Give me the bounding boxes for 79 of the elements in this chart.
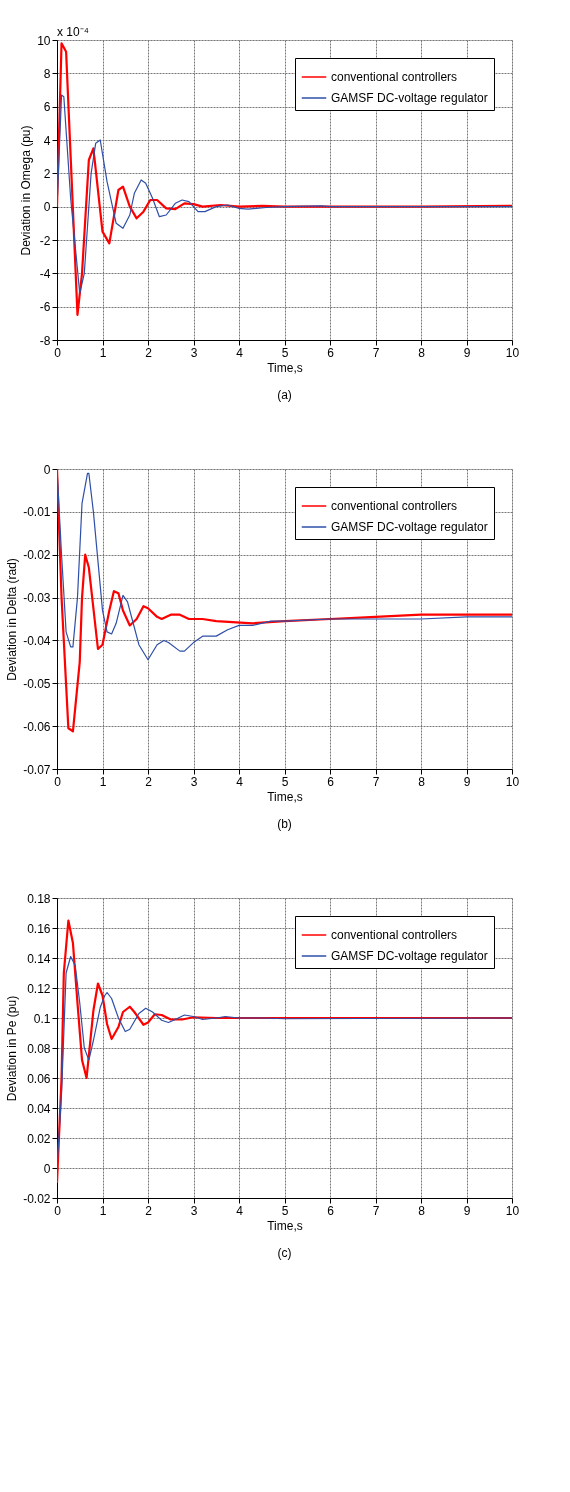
x-tick-label: 9: [463, 345, 471, 360]
text: (a): [277, 388, 292, 402]
x-tick-label: 10: [505, 1203, 520, 1218]
y-tick-label: -0.02: [23, 1191, 51, 1206]
x-tick-label: 6: [327, 774, 335, 789]
x-tick-label: 8: [418, 345, 426, 360]
x-tick-label: 5: [281, 345, 289, 360]
y-tick-label: 0.08: [27, 1041, 51, 1056]
y-tick-label: 0.06: [27, 1071, 51, 1086]
y-tick-label: 0.14: [27, 951, 51, 966]
y-tick-label: -0.05: [23, 676, 51, 691]
legend-label: conventional controllers: [331, 928, 458, 942]
x-tick-label: 9: [463, 774, 471, 789]
y-axis-title: Deviation in Omega (pu): [19, 125, 34, 256]
x-tick-label: 3: [190, 774, 198, 789]
y-tick-label: -4: [39, 266, 51, 281]
y-tick-label: 0.16: [27, 921, 51, 936]
x-tick-label: 1: [99, 1203, 107, 1218]
y-axis-title: Deviation in Pe (pu): [5, 995, 20, 1102]
y-tick-label: -0.07: [23, 762, 51, 777]
x-tick-label: 9: [463, 1203, 471, 1218]
y-tick-label: 0.04: [27, 1101, 51, 1116]
y-tick-label: 0: [43, 462, 51, 477]
x-tick-label: 6: [327, 1203, 335, 1218]
x-tick-label: 0: [54, 1203, 62, 1218]
y-tick-label: -0.02: [23, 548, 51, 563]
x-tick-label: 8: [418, 774, 426, 789]
y-tick-label: -0.06: [23, 719, 51, 734]
text: (c): [277, 1246, 292, 1260]
x-tick-label: 6: [327, 345, 335, 360]
y-tick-label: 6: [43, 100, 51, 115]
y-tick-label: 0: [43, 1161, 51, 1176]
x-tick-label: 1: [99, 345, 107, 360]
legend-label: conventional controllers: [331, 70, 458, 84]
x-tick-label: 3: [190, 345, 198, 360]
x-axis-title: Time,s: [267, 789, 303, 804]
x-tick-label: 10: [505, 345, 520, 360]
x-tick-label: 3: [190, 1203, 198, 1218]
text: (b): [277, 817, 292, 831]
y-tick-label: -0.03: [23, 591, 51, 606]
y-tick-label: -2: [39, 233, 51, 248]
x-tick-label: 10: [505, 774, 520, 789]
x-tick-label: 4: [236, 1203, 244, 1218]
x-tick-label: 2: [145, 774, 153, 789]
x-tick-label: 0: [54, 345, 62, 360]
legend-label: GAMSF DC-voltage regulator: [331, 520, 488, 534]
x-tick-label: 5: [281, 1203, 289, 1218]
y-tick-label: 8: [43, 66, 51, 81]
x-tick-label: 0: [54, 774, 62, 789]
y-tick-label: -6: [39, 300, 51, 315]
y-tick-label: 0: [43, 200, 51, 215]
x-tick-label: 8: [418, 1203, 426, 1218]
legend-label: GAMSF DC-voltage regulator: [331, 949, 488, 963]
y-tick-label: 0.18: [27, 891, 51, 906]
x-tick-label: 2: [145, 1203, 153, 1218]
y-tick-label: 2: [43, 166, 51, 181]
line-series: [57, 94, 512, 294]
x-tick-label: 1: [99, 774, 107, 789]
x-tick-label: 7: [372, 345, 380, 360]
y-tick-label: -0.04: [23, 633, 51, 648]
x-tick-label: 2: [145, 345, 153, 360]
y-axis-title: Deviation in Delta (rad): [5, 558, 20, 681]
y-tick-label: 0.02: [27, 1131, 51, 1146]
y-tick-label: 0.12: [27, 981, 51, 996]
y-tick-label: -8: [39, 333, 51, 348]
y-tick-label: 10: [37, 33, 51, 48]
x-tick-label: 5: [281, 774, 289, 789]
x-tick-label: 7: [372, 1203, 380, 1218]
y-tick-label: -0.01: [23, 505, 51, 520]
legend-label: conventional controllers: [331, 499, 458, 513]
x-tick-label: 7: [372, 774, 380, 789]
x-axis-title: Time,s: [267, 360, 303, 375]
y-tick-label: 0.1: [33, 1011, 51, 1026]
y-tick-label: 4: [43, 133, 51, 148]
legend-label: GAMSF DC-voltage regulator: [331, 91, 488, 105]
text: x 10⁻⁴: [57, 25, 89, 39]
x-axis-title: Time,s: [267, 1218, 303, 1233]
x-tick-label: 4: [236, 774, 244, 789]
x-tick-label: 4: [236, 345, 244, 360]
